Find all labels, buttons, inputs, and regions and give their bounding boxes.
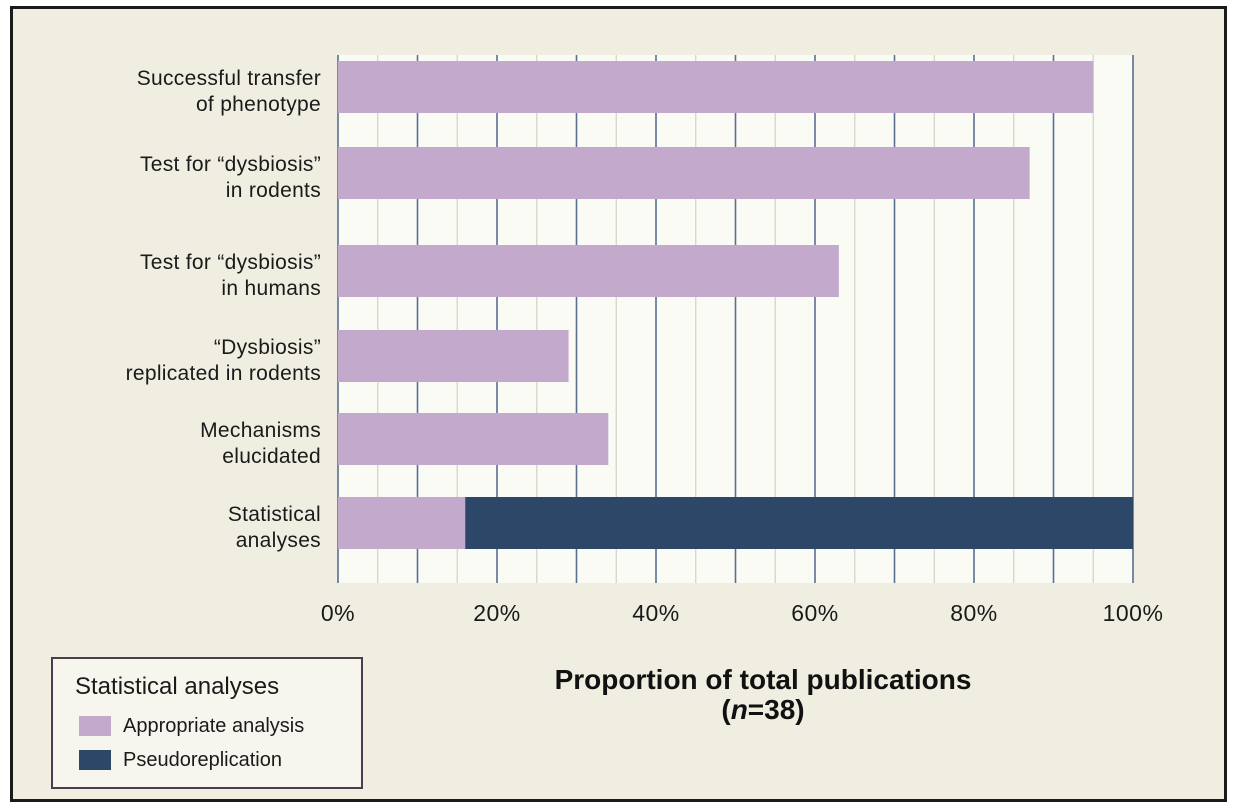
- figure-frame: Successful transfer of phenotype Test for …: [10, 6, 1227, 802]
- x-tick-label: 0%: [321, 600, 355, 626]
- bar-pseudoreplication: [465, 497, 1133, 549]
- legend-swatch-pseudoreplication: [79, 750, 111, 770]
- legend-title: Statistical analyses: [75, 673, 280, 700]
- legend-label-appropriate: Appropriate analysis: [123, 715, 305, 737]
- category-label-line: Successful transfer: [137, 67, 321, 90]
- category-label-line: in humans: [221, 277, 321, 300]
- category-label-line: elucidated: [222, 445, 321, 468]
- x-axis-title: Proportion of total publications: [555, 664, 972, 695]
- category-label-line: Statistical: [228, 503, 321, 526]
- x-tick-label: 80%: [950, 600, 998, 626]
- category-label-line: of phenotype: [196, 93, 321, 116]
- x-axis-sample-size-value: =38): [748, 694, 805, 725]
- category-label: Successful transfer of phenotype: [137, 67, 321, 116]
- x-axis-sample-size-open: (: [721, 694, 731, 725]
- category-label-line: Mechanisms: [200, 419, 321, 442]
- category-label: “Dysbiosis” replicated in rodents: [126, 336, 321, 385]
- legend-label-pseudoreplication: Pseudoreplication: [123, 749, 282, 771]
- x-tick-label: 40%: [632, 600, 680, 626]
- category-label-line: in rodents: [226, 179, 321, 202]
- x-tick-label: 60%: [791, 600, 839, 626]
- bar-appropriate: [338, 330, 569, 382]
- category-label-line: Test for “dysbiosis”: [140, 153, 321, 176]
- category-label: Statistical analyses: [228, 503, 321, 552]
- legend-swatch-appropriate: [79, 716, 111, 736]
- bar-appropriate: [338, 147, 1030, 199]
- category-label: Test for “dysbiosis” in rodents: [140, 153, 321, 202]
- x-tick-label: 100%: [1103, 600, 1164, 626]
- category-label: Mechanisms elucidated: [200, 419, 321, 468]
- bar-appropriate: [338, 497, 466, 549]
- bar-appropriate: [338, 245, 839, 297]
- category-label: Test for “dysbiosis” in humans: [140, 251, 321, 300]
- category-label-line: Test for “dysbiosis”: [140, 251, 321, 274]
- category-label-line: replicated in rodents: [126, 362, 321, 385]
- x-axis-sample-size: (n=38): [721, 694, 804, 725]
- category-label-line: analyses: [236, 529, 321, 552]
- bar-appropriate: [338, 61, 1094, 113]
- category-label-line: “Dysbiosis”: [214, 336, 321, 359]
- legend: Statistical analyses Appropriate analysi…: [51, 657, 363, 789]
- bar-appropriate: [338, 413, 609, 465]
- bar-chart: Successful transfer of phenotype Test for …: [126, 55, 1164, 725]
- x-tick-label: 20%: [473, 600, 521, 626]
- x-axis-sample-size-n: n: [731, 694, 748, 725]
